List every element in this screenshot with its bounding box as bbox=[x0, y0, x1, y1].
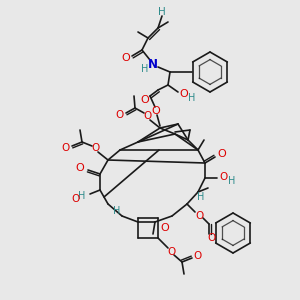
Text: O: O bbox=[194, 251, 202, 261]
Text: O: O bbox=[195, 211, 203, 221]
Text: H: H bbox=[113, 206, 121, 216]
Text: O: O bbox=[208, 233, 216, 243]
Text: H: H bbox=[188, 93, 196, 103]
Text: H: H bbox=[141, 64, 149, 74]
Text: H: H bbox=[197, 192, 205, 202]
Text: O: O bbox=[71, 194, 79, 204]
Text: O: O bbox=[143, 111, 151, 121]
Text: O: O bbox=[180, 89, 188, 99]
Text: H: H bbox=[78, 191, 86, 201]
Text: O: O bbox=[91, 143, 99, 153]
Text: O: O bbox=[220, 172, 228, 182]
Text: O: O bbox=[152, 106, 160, 116]
Text: O: O bbox=[218, 149, 226, 159]
Text: H: H bbox=[158, 7, 166, 17]
Text: H: H bbox=[228, 176, 236, 186]
Text: O: O bbox=[141, 95, 149, 105]
Text: O: O bbox=[116, 110, 124, 120]
Text: O: O bbox=[167, 247, 175, 257]
Text: O: O bbox=[160, 223, 169, 233]
Text: O: O bbox=[76, 163, 84, 173]
Text: O: O bbox=[122, 53, 130, 63]
Text: N: N bbox=[148, 58, 158, 70]
Text: O: O bbox=[62, 143, 70, 153]
